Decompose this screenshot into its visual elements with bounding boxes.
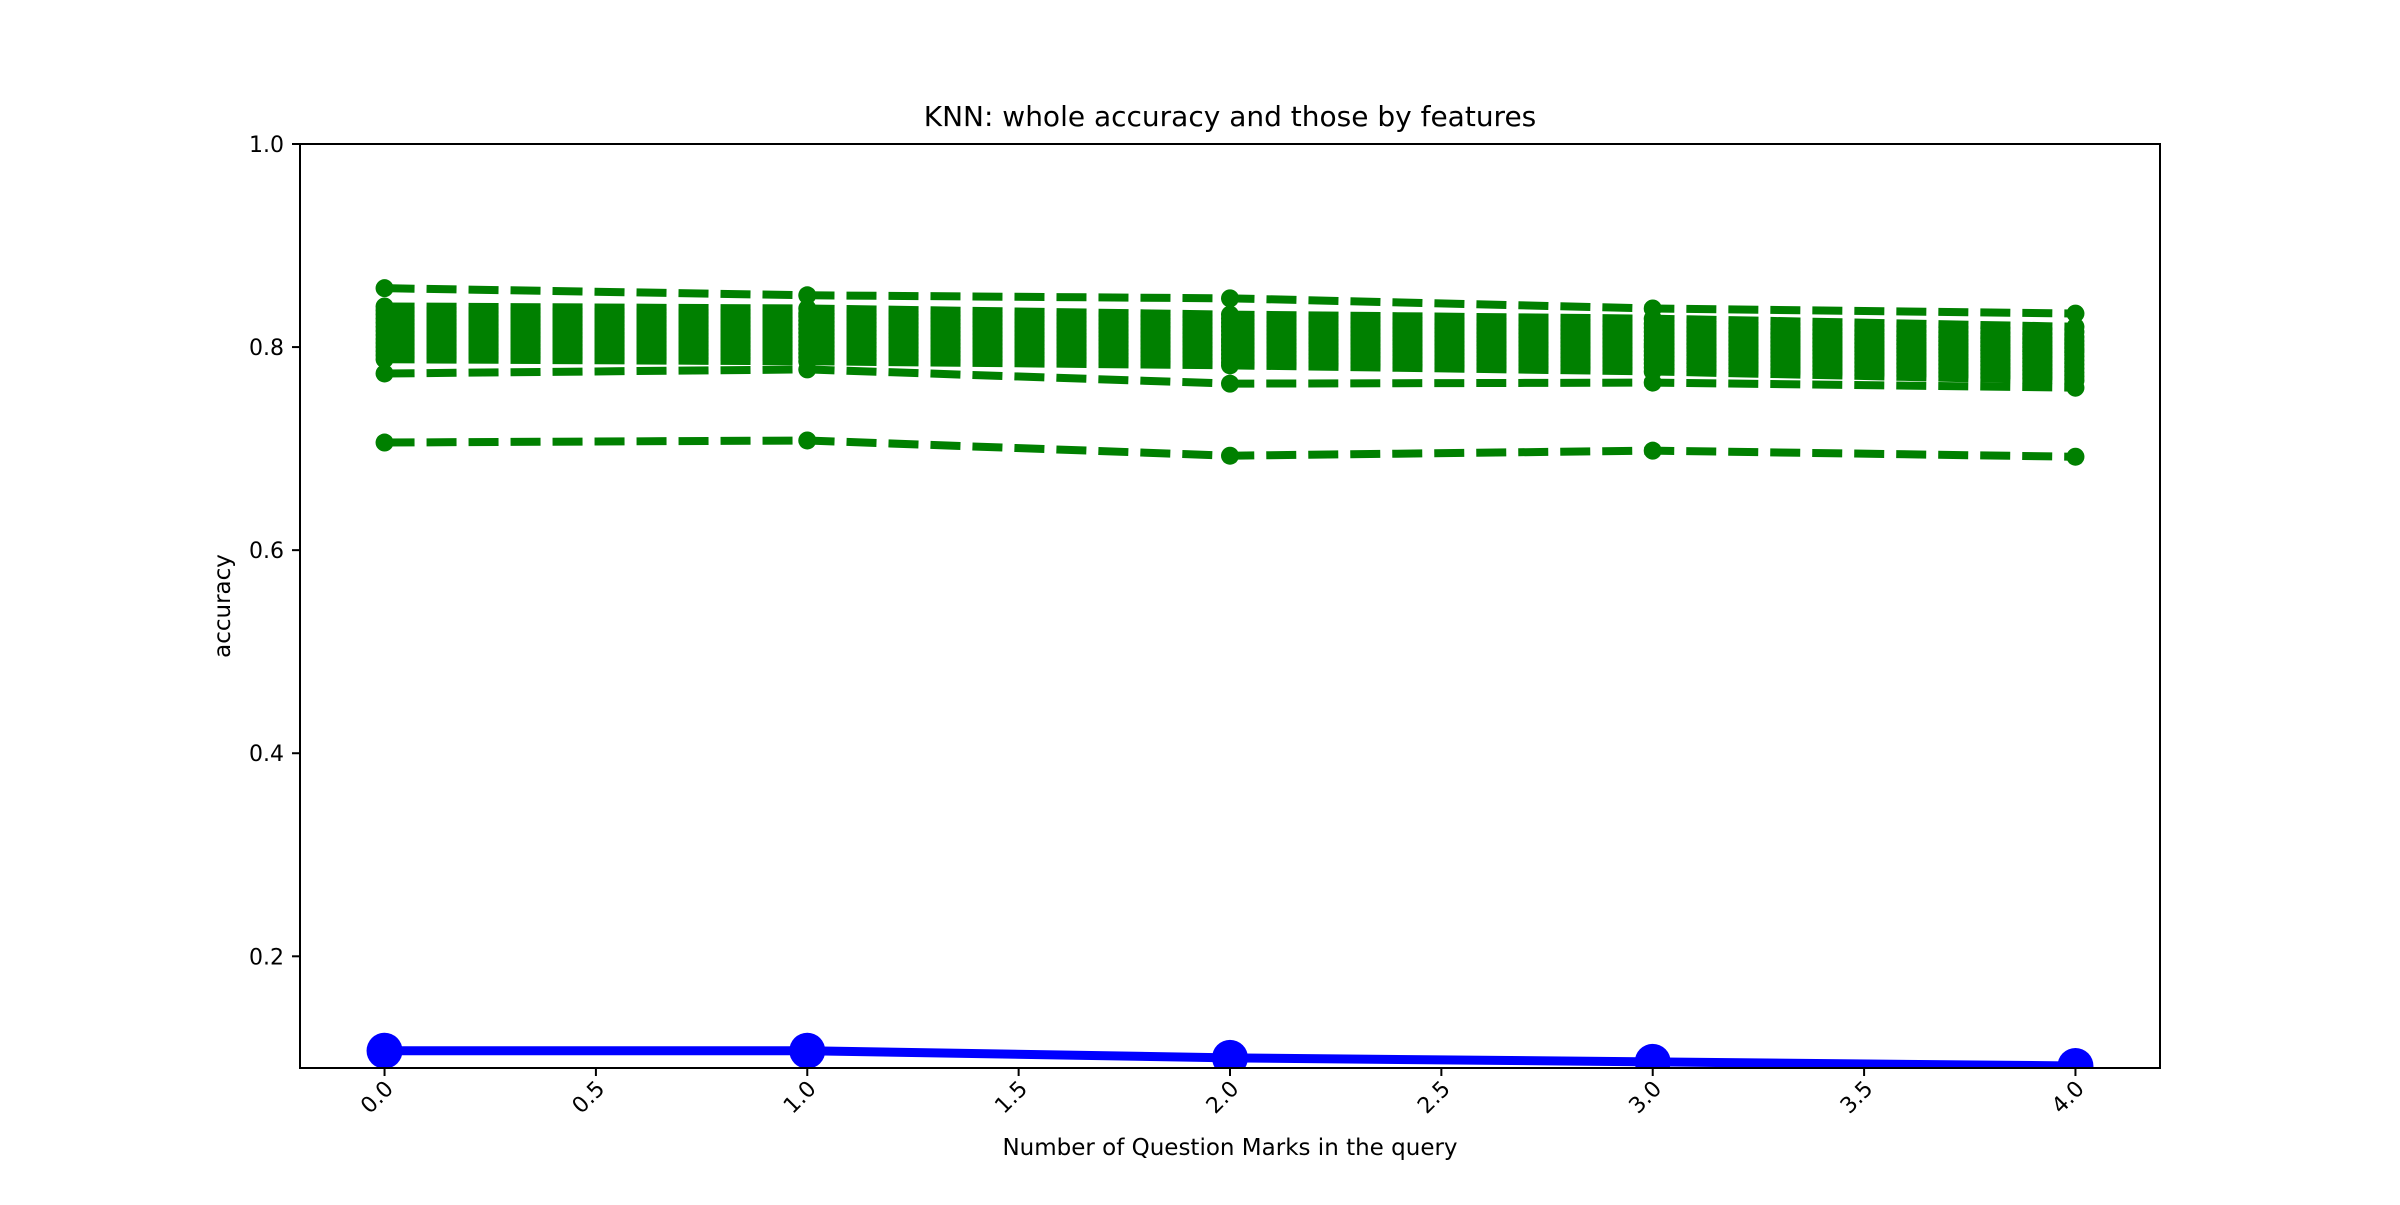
feature-series-point-15-3 (1643, 373, 1662, 392)
feature-series-point-16-0 (375, 433, 394, 452)
feature-series-point-0-4 (2066, 304, 2085, 323)
feature-series-point-16-2 (1221, 446, 1239, 465)
y-axis: 0.2 0.4 0.6 0.8 1.0 (249, 133, 300, 970)
y-tick-label-0: 0.2 (249, 945, 284, 970)
feature-series-point-15-1 (798, 360, 817, 379)
plot-area (300, 144, 2160, 1068)
series-layer (366, 279, 2094, 1068)
whole-accuracy-point-0 (366, 1032, 403, 1068)
y-tick-label-2: 0.6 (249, 539, 284, 564)
y-axis-label: accuracy (210, 554, 236, 658)
whole-accuracy-point-1 (789, 1032, 826, 1068)
feature-series-point-15-2 (1221, 374, 1239, 393)
chart-title: KNN: whole accuracy and those by feature… (924, 100, 1537, 133)
y-tick-label-1: 0.4 (249, 742, 284, 767)
feature-series-point-15-4 (2066, 378, 2085, 397)
whole-accuracy-point-4 (2057, 1047, 2094, 1068)
feature-series-point-16-3 (1643, 441, 1662, 460)
y-tick-label-4: 1.0 (249, 133, 284, 158)
y-tick-label-3: 0.8 (249, 336, 284, 361)
feature-series-point-0-0 (375, 279, 394, 298)
feature-series-point-15-0 (375, 364, 394, 383)
feature-series-point-14-2 (1221, 356, 1239, 375)
whole-accuracy-point-2 (1212, 1039, 1248, 1068)
feature-series-point-16-1 (798, 431, 817, 450)
whole-accuracy-point-3 (1634, 1043, 1671, 1068)
plot-series-group (366, 279, 2094, 1068)
feature-series-point-0-1 (798, 286, 817, 305)
feature-series-point-16-4 (2066, 447, 2085, 466)
x-axis-label: Number of Question Marks in the query (1002, 1135, 1457, 1161)
feature-series-point-14-0 (375, 350, 394, 369)
feature-series-point-0-2 (1221, 289, 1239, 308)
